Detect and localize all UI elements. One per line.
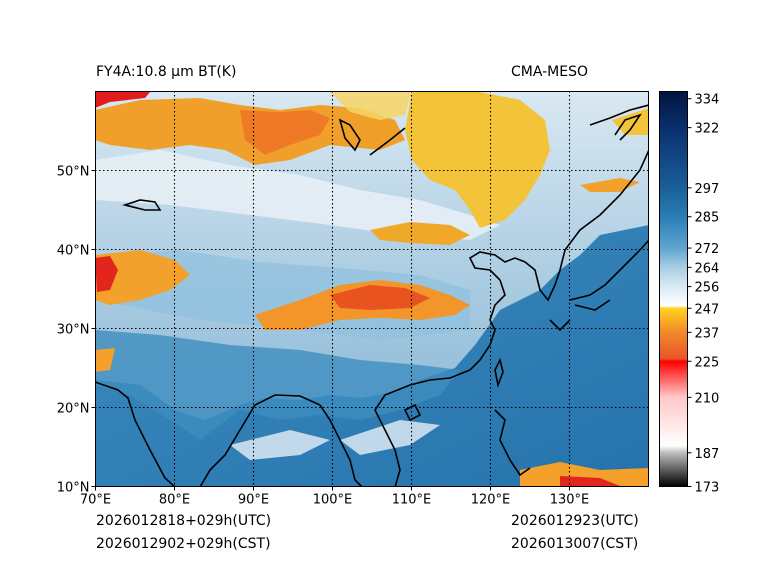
lat-tick-label: 40°N xyxy=(57,244,90,259)
sea-cloud-patch xyxy=(520,462,649,487)
mongolia-cloud-shield xyxy=(405,92,550,228)
lat-tick-label: 50°N xyxy=(57,165,90,180)
map-title: FY4A:10.8 µm BT(K) xyxy=(96,64,237,80)
valid-time-utc: 2026012923(UTC) xyxy=(511,513,639,529)
latitude-axis: 10°N 20°N 30°N 40°N 50°N xyxy=(57,165,96,496)
lon-tick-label: 120°E xyxy=(471,493,511,508)
colorbar xyxy=(659,91,688,487)
lake-balkhash xyxy=(122,199,162,211)
caspian-lake-line xyxy=(369,127,406,156)
lat-tick-label: 10°N xyxy=(57,481,90,496)
valid-time-cst: 2026013007(CST) xyxy=(511,536,639,552)
colorbar-ticks: 173 187 210 225 237 247 256 264 272 285 297 322 334 xyxy=(687,93,720,496)
taiwan xyxy=(494,357,504,388)
lon-tick-label: 80°E xyxy=(159,493,190,508)
lon-tick-label: 100°E xyxy=(313,493,353,508)
korea-coast xyxy=(514,249,566,302)
init-time-utc: 2026012818+029h(UTC) xyxy=(96,513,272,529)
south-cloud-patch xyxy=(95,348,115,372)
lat-tick-label: 20°N xyxy=(57,402,90,417)
colorbar-tick-label: 272 xyxy=(695,242,720,257)
model-name: CMA-MESO xyxy=(511,64,589,80)
lat-tick-label: 30°N xyxy=(57,323,90,338)
india-coast xyxy=(95,381,176,487)
japan-south xyxy=(574,299,611,311)
longitude-axis: 70°E 80°E 90°E 100°E 110°E 120°E 130°E xyxy=(80,486,590,508)
colorbar-tick-label: 256 xyxy=(695,281,720,296)
china-south-coast xyxy=(429,279,506,381)
colorbar-tick-label: 334 xyxy=(695,93,720,108)
colorbar-tick-label: 297 xyxy=(695,182,720,197)
tibet-cloud-band xyxy=(95,250,190,305)
colorbar-tick-label: 187 xyxy=(695,447,720,462)
colorbar-tick-label: 225 xyxy=(695,355,720,370)
mongolia-cloud-edge xyxy=(330,92,412,120)
tibet-cloud-core xyxy=(95,256,118,292)
lon-tick-label: 70°E xyxy=(80,493,111,508)
indochina-coast xyxy=(319,404,363,487)
bay-bengal-coast xyxy=(199,394,321,487)
south-asia-land xyxy=(95,330,460,440)
sakhalin xyxy=(614,113,642,141)
cirrus-streak xyxy=(230,430,330,460)
colorbar-tick-label: 264 xyxy=(695,261,720,276)
lon-tick-label: 130°E xyxy=(550,493,590,508)
western-edge-cloud xyxy=(95,92,150,108)
colorbar-tick-label: 247 xyxy=(695,302,720,317)
colorbar-frame xyxy=(659,91,688,487)
okhotsk-coast xyxy=(589,104,649,126)
northern-cirrus xyxy=(95,150,500,240)
map-image xyxy=(95,91,649,487)
lon-tick-label: 90°E xyxy=(238,493,269,508)
sea-cloud-patch-red xyxy=(560,476,620,487)
hainan xyxy=(403,403,422,422)
colorbar-tick-label: 285 xyxy=(695,211,720,226)
init-time-cst: 2026012902+029h(CST) xyxy=(96,536,271,552)
colorbar-gradient xyxy=(659,91,688,487)
ocean-region xyxy=(95,225,649,487)
cirrus-streak-2 xyxy=(340,420,440,455)
philippines xyxy=(494,409,531,477)
coastlines xyxy=(95,104,649,487)
lon-tick-label: 110°E xyxy=(392,493,432,508)
siberia-cloud-core xyxy=(240,110,330,155)
baikal xyxy=(338,118,361,152)
russia-far-east-coast xyxy=(564,149,649,251)
japan xyxy=(569,239,649,301)
central-china-cloud-core xyxy=(330,285,430,310)
central-cloud-streak xyxy=(370,222,470,245)
colorbar-tick-label: 173 xyxy=(695,481,720,496)
colorbar-tick-label: 237 xyxy=(695,326,720,341)
graticule xyxy=(95,91,649,487)
indochina-east-coast xyxy=(374,379,431,487)
map-frame xyxy=(95,91,649,487)
colorbar-tick-label: 210 xyxy=(695,391,720,406)
yellow-sea-islands xyxy=(549,319,571,332)
bohai-coast xyxy=(468,251,516,281)
colorbar-tick-label: 322 xyxy=(695,122,720,137)
